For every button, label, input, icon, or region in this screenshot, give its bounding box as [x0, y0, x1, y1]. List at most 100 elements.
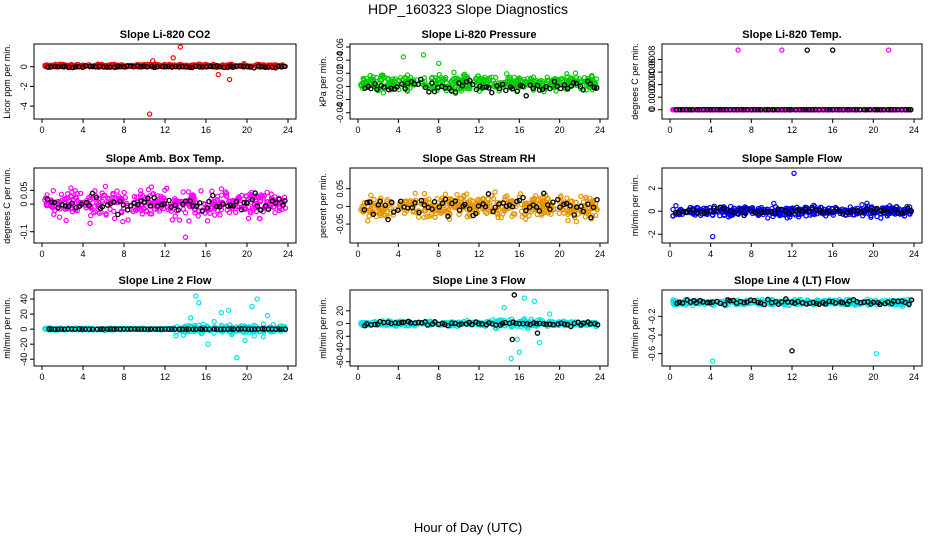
- x-tick-label: 20: [242, 125, 252, 135]
- reference-point: [679, 300, 686, 306]
- x-tick-label: 24: [283, 249, 293, 259]
- reference-point: [429, 80, 435, 86]
- data-point: [421, 190, 428, 197]
- reference-point: [378, 82, 384, 89]
- y-tick-label: 0: [19, 64, 29, 69]
- reference-point: [86, 326, 93, 332]
- reference-point: [265, 206, 272, 212]
- reference-point: [397, 198, 404, 205]
- reference-point: [809, 204, 815, 211]
- reference-point: [564, 85, 571, 92]
- reference-point: [557, 85, 564, 92]
- y-tick-label: 0.05: [19, 182, 29, 200]
- data-points: [670, 47, 914, 113]
- reference-point: [424, 322, 431, 328]
- x-tick-label: 16: [201, 372, 211, 382]
- reference-point: [555, 196, 561, 203]
- data-point: [564, 74, 570, 80]
- reference-point: [867, 207, 874, 213]
- reference-point: [121, 64, 127, 70]
- reference-point: [113, 326, 120, 332]
- x-tick-label: 12: [787, 125, 797, 135]
- y-tick-label: 0: [335, 321, 345, 326]
- data-point: [670, 297, 676, 303]
- y-axis-label: ml/min per min.: [630, 175, 640, 237]
- reference-point: [836, 208, 842, 215]
- data-point: [504, 193, 510, 199]
- x-tick-label: 16: [828, 125, 838, 135]
- data-point: [487, 200, 493, 206]
- reference-point: [741, 106, 747, 113]
- data-point: [360, 76, 367, 82]
- data-point: [492, 189, 498, 195]
- reference-point: [46, 326, 52, 332]
- reference-point: [772, 210, 778, 217]
- reference-point: [741, 212, 747, 219]
- x-tick-label: 16: [514, 249, 524, 259]
- x-tick-label: 0: [39, 249, 44, 259]
- reference-point: [372, 321, 378, 328]
- reference-point: [111, 199, 117, 205]
- reference-point: [199, 208, 206, 214]
- reference-point: [78, 201, 85, 207]
- reference-point: [225, 326, 231, 332]
- reference-outlier-point: [509, 336, 516, 343]
- data-points: [670, 296, 915, 364]
- data-point: [717, 212, 723, 219]
- reference-point: [385, 319, 391, 326]
- data-point: [110, 190, 116, 197]
- data-point: [139, 211, 146, 217]
- data-point: [131, 193, 138, 200]
- reference-point: [594, 322, 601, 328]
- x-tick-label: 20: [868, 372, 878, 382]
- reference-point: [489, 89, 495, 96]
- reference-point: [826, 298, 833, 305]
- data-point: [192, 210, 198, 216]
- reference-point: [89, 326, 96, 333]
- reference-point: [418, 197, 425, 204]
- data-point: [368, 192, 374, 198]
- data-point: [412, 197, 419, 203]
- reference-point: [89, 63, 96, 70]
- reference-point: [748, 106, 755, 113]
- reference-point: [204, 205, 210, 211]
- data-point: [504, 71, 510, 77]
- data-point: [522, 216, 529, 222]
- reference-point: [694, 106, 701, 113]
- reference-point: [183, 326, 189, 332]
- x-tick-label: 4: [396, 372, 401, 382]
- data-point: [673, 202, 679, 209]
- data-points: [42, 44, 288, 117]
- reference-point: [258, 207, 264, 213]
- outlier-point: [531, 298, 538, 304]
- y-tick-label: 0.0006: [647, 58, 657, 86]
- reference-point: [220, 201, 226, 207]
- data-point: [454, 191, 460, 198]
- x-tick-label: 4: [396, 249, 401, 259]
- reference-point: [872, 106, 878, 113]
- reference-point: [555, 321, 561, 327]
- y-axis-label: percent per min.: [318, 173, 328, 238]
- reference-point: [140, 63, 147, 70]
- reference-point: [152, 326, 159, 332]
- reference-point: [176, 64, 182, 70]
- reference-point: [523, 93, 529, 99]
- reference-point: [193, 203, 200, 210]
- data-point: [169, 217, 176, 223]
- reference-point: [396, 320, 402, 326]
- reference-point: [470, 81, 476, 88]
- reference-point: [445, 213, 451, 220]
- reference-point: [503, 203, 510, 210]
- y-axis-label: ml/min per min.: [2, 297, 12, 359]
- data-point: [218, 192, 225, 198]
- reference-point: [717, 106, 723, 113]
- reference-point: [196, 200, 203, 206]
- data-point: [123, 201, 129, 207]
- reference-point: [500, 200, 507, 206]
- reference-point: [686, 106, 693, 113]
- data-point: [380, 72, 386, 78]
- reference-point: [585, 201, 591, 208]
- x-tick-label: 20: [555, 249, 565, 259]
- reference-point: [83, 199, 90, 206]
